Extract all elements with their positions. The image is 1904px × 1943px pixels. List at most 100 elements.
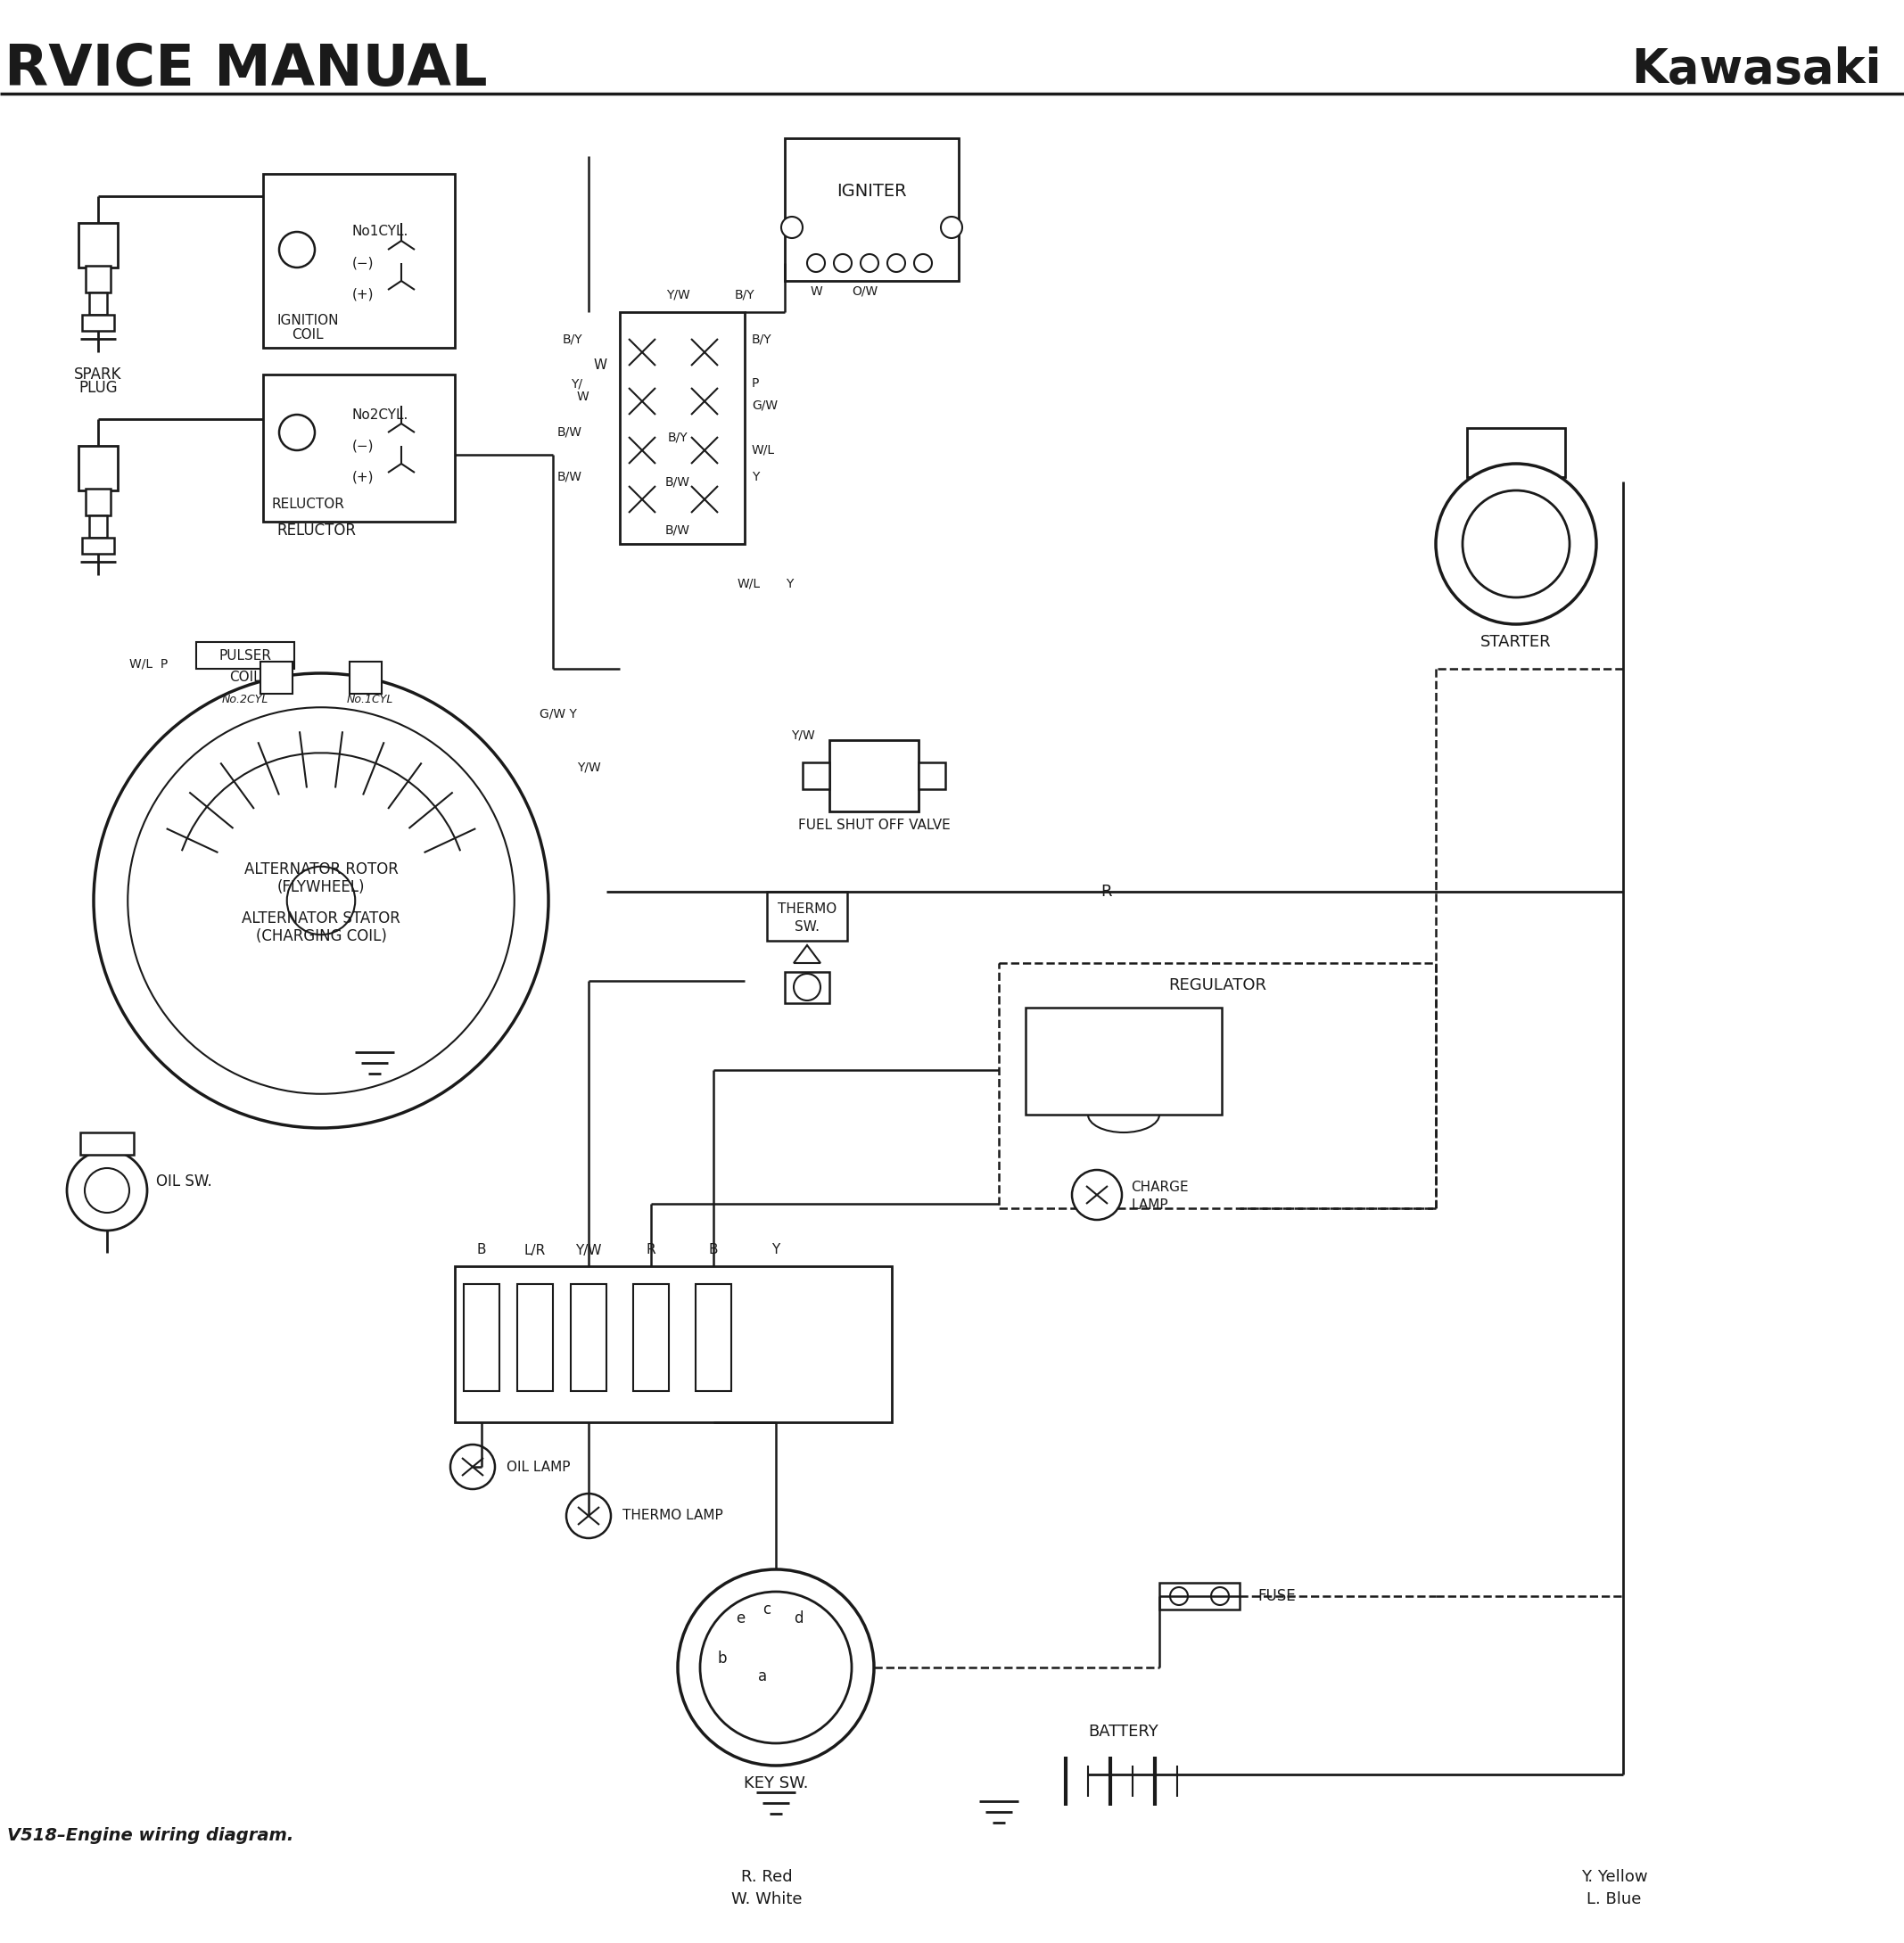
Circle shape bbox=[451, 1444, 495, 1488]
Bar bbox=[621, 313, 744, 544]
Circle shape bbox=[914, 255, 931, 272]
Bar bbox=[571, 1284, 607, 1391]
Circle shape bbox=[1072, 1170, 1121, 1220]
Text: R. Red: R. Red bbox=[741, 1869, 792, 1885]
Text: SPARK: SPARK bbox=[74, 367, 122, 383]
Text: RELUCTOR: RELUCTOR bbox=[276, 523, 356, 538]
Text: W/L  P: W/L P bbox=[129, 659, 168, 670]
Text: L/R: L/R bbox=[524, 1244, 546, 1257]
Text: FUSE: FUSE bbox=[1257, 1587, 1295, 1605]
Text: B: B bbox=[476, 1244, 486, 1257]
Text: W/L: W/L bbox=[737, 577, 762, 591]
Circle shape bbox=[941, 218, 962, 239]
Text: No1CYL.: No1CYL. bbox=[352, 225, 409, 239]
Text: B: B bbox=[708, 1244, 718, 1257]
Text: PULSER: PULSER bbox=[219, 649, 272, 663]
Text: Kawasaki: Kawasaki bbox=[1632, 47, 1881, 93]
Bar bbox=[767, 892, 847, 940]
Text: V518–Engine wiring diagram.: V518–Engine wiring diagram. bbox=[8, 1826, 293, 1844]
Text: B/W: B/W bbox=[664, 476, 691, 488]
Text: CHARGE: CHARGE bbox=[1131, 1181, 1188, 1195]
Text: OIL LAMP: OIL LAMP bbox=[506, 1459, 571, 1473]
Circle shape bbox=[67, 1150, 147, 1230]
Bar bbox=[89, 293, 107, 315]
Bar bbox=[80, 1133, 133, 1154]
Text: ALTERNATOR STATOR: ALTERNATOR STATOR bbox=[242, 911, 400, 927]
Text: Y/: Y/ bbox=[571, 377, 583, 391]
Circle shape bbox=[794, 973, 821, 1001]
Circle shape bbox=[565, 1494, 611, 1539]
Text: G/W: G/W bbox=[752, 400, 777, 412]
Bar bbox=[784, 138, 960, 282]
Text: B/W: B/W bbox=[558, 470, 583, 484]
Text: B/Y: B/Y bbox=[668, 431, 687, 443]
Text: W: W bbox=[809, 286, 823, 297]
Text: RVICE MANUAL: RVICE MANUAL bbox=[4, 43, 487, 97]
Circle shape bbox=[288, 867, 356, 935]
Bar bbox=[78, 223, 118, 268]
Text: Y/W: Y/W bbox=[577, 760, 600, 773]
Text: Y: Y bbox=[786, 577, 792, 591]
Bar bbox=[263, 375, 455, 521]
Text: a: a bbox=[758, 1669, 767, 1685]
Text: No.1CYL: No.1CYL bbox=[347, 694, 394, 705]
Text: REGULATOR: REGULATOR bbox=[1169, 977, 1266, 993]
Text: THERMO: THERMO bbox=[777, 903, 836, 917]
Circle shape bbox=[280, 414, 314, 451]
Circle shape bbox=[84, 1168, 129, 1212]
Bar bbox=[465, 1284, 499, 1391]
Text: B/Y: B/Y bbox=[735, 288, 754, 301]
Bar bbox=[803, 762, 830, 789]
Bar bbox=[1000, 964, 1436, 1209]
Circle shape bbox=[128, 707, 514, 1094]
Bar bbox=[455, 1267, 891, 1422]
Bar bbox=[82, 538, 114, 554]
Circle shape bbox=[93, 672, 548, 1129]
Bar bbox=[1026, 1008, 1222, 1115]
Text: (+): (+) bbox=[352, 288, 373, 301]
Text: B/W: B/W bbox=[664, 525, 691, 536]
Polygon shape bbox=[794, 944, 821, 964]
Text: LAMP: LAMP bbox=[1131, 1199, 1167, 1212]
Text: W: W bbox=[577, 391, 588, 402]
Bar bbox=[261, 663, 293, 694]
Text: ALTERNATOR ROTOR: ALTERNATOR ROTOR bbox=[244, 861, 398, 878]
Bar bbox=[1466, 427, 1565, 478]
Text: BATTERY: BATTERY bbox=[1089, 1723, 1160, 1739]
Bar bbox=[86, 488, 110, 515]
Text: L. Blue: L. Blue bbox=[1586, 1891, 1641, 1908]
Text: PLUG: PLUG bbox=[78, 381, 118, 396]
Bar bbox=[1160, 1584, 1240, 1609]
Circle shape bbox=[887, 255, 904, 272]
Bar bbox=[695, 1284, 731, 1391]
Text: OIL SW.: OIL SW. bbox=[156, 1174, 211, 1189]
Text: IGNITION: IGNITION bbox=[276, 315, 339, 328]
Bar bbox=[89, 515, 107, 538]
Circle shape bbox=[280, 231, 314, 268]
Bar bbox=[86, 266, 110, 293]
Circle shape bbox=[1171, 1587, 1188, 1605]
Bar bbox=[78, 445, 118, 490]
Text: (FLYWHEEL): (FLYWHEEL) bbox=[278, 880, 366, 896]
Text: SW.: SW. bbox=[794, 921, 819, 935]
Text: (−): (−) bbox=[352, 256, 373, 270]
Text: W. White: W. White bbox=[731, 1891, 802, 1908]
Bar bbox=[196, 641, 295, 668]
Circle shape bbox=[678, 1570, 874, 1766]
Text: Y/W: Y/W bbox=[575, 1244, 602, 1257]
Text: No2CYL.: No2CYL. bbox=[352, 408, 409, 422]
Circle shape bbox=[781, 218, 803, 239]
Text: COIL: COIL bbox=[291, 328, 324, 342]
Text: COIL: COIL bbox=[228, 670, 261, 684]
Circle shape bbox=[1436, 464, 1596, 624]
Text: FUEL SHUT OFF VALVE: FUEL SHUT OFF VALVE bbox=[798, 818, 950, 832]
Text: B/Y: B/Y bbox=[562, 332, 583, 346]
Circle shape bbox=[861, 255, 878, 272]
Text: O/W: O/W bbox=[851, 286, 878, 297]
Text: THERMO LAMP: THERMO LAMP bbox=[623, 1510, 724, 1523]
Circle shape bbox=[1462, 490, 1569, 597]
Circle shape bbox=[807, 255, 824, 272]
Text: RELUCTOR: RELUCTOR bbox=[270, 497, 345, 511]
Circle shape bbox=[834, 255, 851, 272]
Text: c: c bbox=[764, 1601, 771, 1617]
